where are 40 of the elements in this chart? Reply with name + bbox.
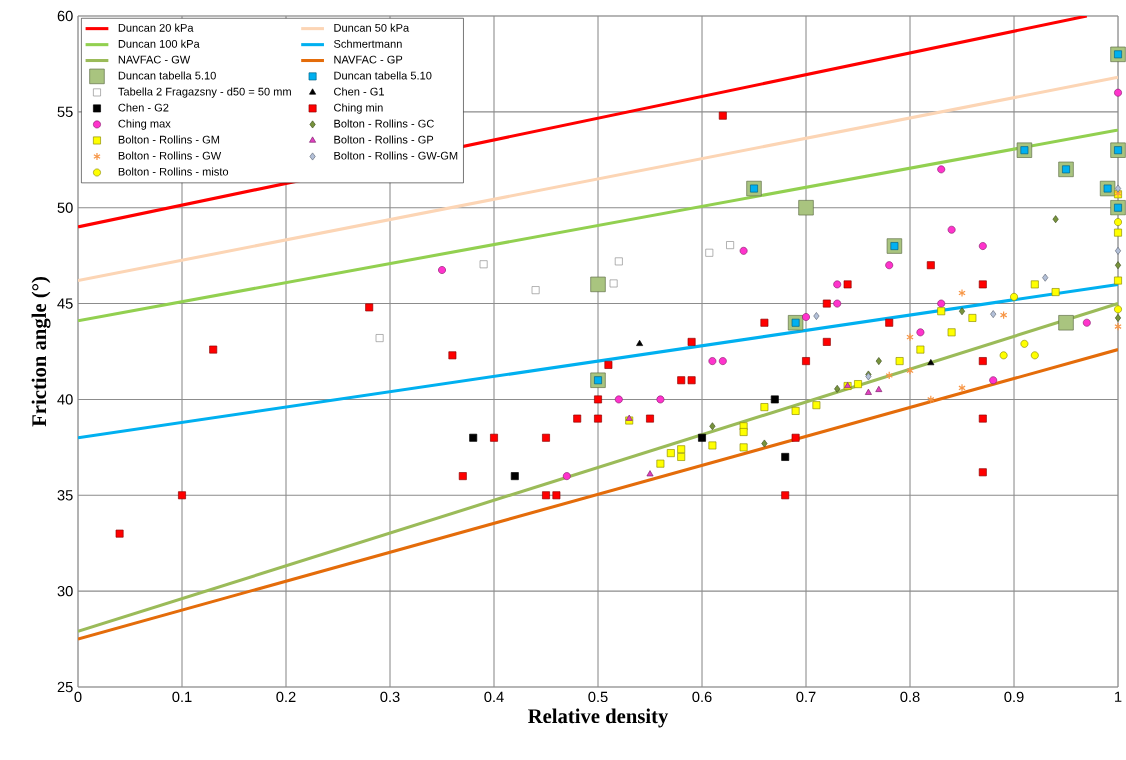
legend-label: Chen - G1: [334, 87, 384, 96]
x-tick-label: 0: [74, 691, 82, 703]
legend-label: Duncan 100 kPa: [118, 39, 200, 48]
x-tick-label: 0.9: [1004, 691, 1024, 703]
legend-label: Chen - G2: [118, 103, 169, 112]
y-tick-label: 45: [57, 298, 73, 309]
legend-label: Bolton - Rollins - GM: [118, 135, 220, 144]
x-tick-label: 0.7: [796, 691, 816, 703]
legend-label: Ching max: [118, 119, 171, 130]
legend-label: Bolton - Rollins - GW: [118, 151, 222, 160]
y-tick-label: 55: [57, 106, 73, 117]
y-tick-label: 30: [57, 585, 73, 597]
x-axis-title: Relative density: [528, 708, 669, 728]
legend-label: Bolton - Rollins - GC: [334, 119, 434, 128]
legend-label: Bolton - Rollins - GP: [334, 135, 434, 144]
legend-label: Schmertmann: [333, 39, 402, 48]
legend-label: Duncan tabella 5.10: [118, 71, 216, 80]
legend-label: Duncan 50 kPa: [334, 23, 410, 32]
x-tick-label: 0.5: [588, 691, 608, 703]
y-tick-label: 60: [57, 10, 73, 22]
legend-label: Bolton - Rollins - GW-GM: [334, 151, 458, 160]
x-tick-label: 0.1: [172, 691, 192, 703]
y-tick-label: 35: [57, 490, 73, 501]
legend-label: Duncan 20 kPa: [118, 23, 194, 32]
legend-label: Tabella 2 Fragazsny - d50 = 50 mm: [118, 87, 291, 98]
x-tick-label: 0.4: [484, 691, 504, 703]
x-tick-label: 0.8: [900, 691, 920, 703]
y-tick-label: 50: [57, 202, 73, 213]
legend-label: Ching min: [334, 103, 383, 114]
legend-label: Duncan tabella 5.10: [334, 71, 432, 80]
y-tick-label: 25: [57, 681, 73, 693]
x-tick-label: 0.2: [276, 691, 296, 703]
x-tick-label: 0.3: [380, 691, 400, 703]
x-tick-label: 0.6: [692, 691, 712, 703]
legend-label: NAVFAC - GP: [334, 55, 403, 64]
x-tick-label: 1: [1115, 691, 1122, 702]
legend-label: Bolton - Rollins - misto: [118, 167, 229, 176]
legend-label: NAVFAC - GW: [118, 55, 191, 64]
y-axis-title: Friction angle (°): [31, 277, 51, 427]
y-tick-label: 40: [57, 394, 73, 405]
